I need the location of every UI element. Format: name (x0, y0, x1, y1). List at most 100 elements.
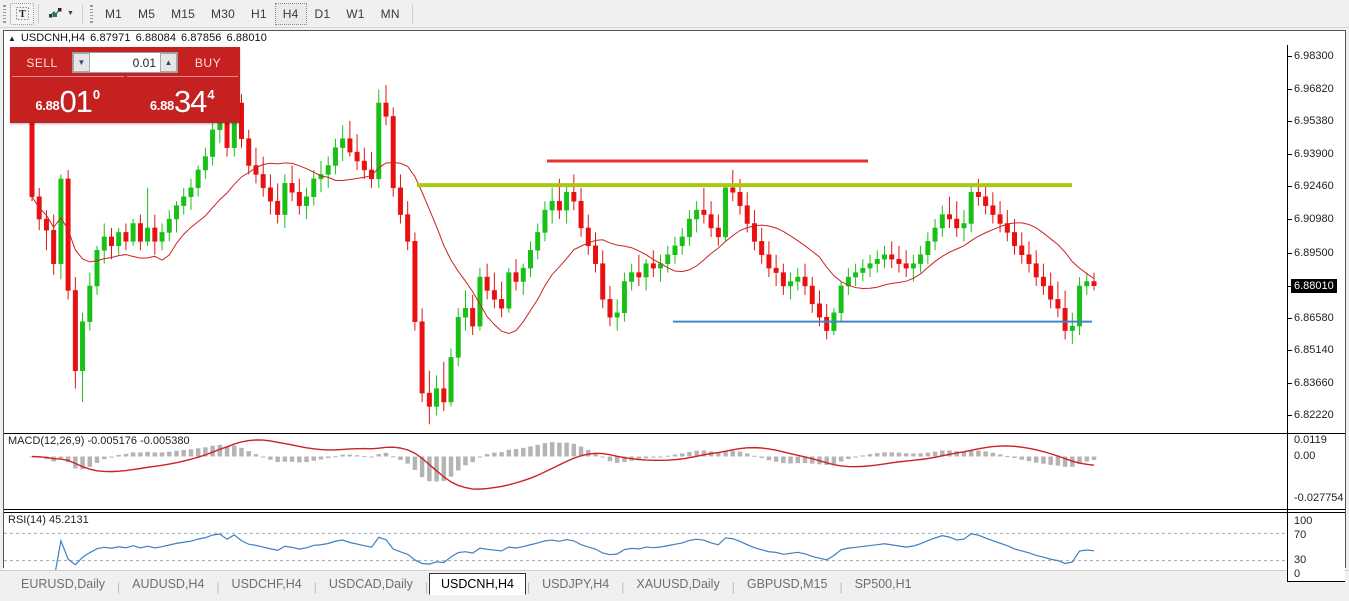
price-axis-label: 6.83660 (1294, 376, 1334, 389)
price-axis-tick (1288, 121, 1292, 123)
candlestick-svg (29, 85, 1097, 425)
toolbar-separator-3 (411, 3, 413, 24)
tab-usdcnh-h4[interactable]: USDCNH,H4 (429, 573, 526, 595)
price-axis-label: 6.82220 (1294, 408, 1334, 421)
chart-open-value: 6.87971 (90, 32, 131, 44)
macd-axis-label: 0.00 (1294, 450, 1316, 462)
tab-usdjpy-h4[interactable]: USDJPY,H4 (542, 577, 610, 591)
main-toolbar: T ▼ M1 M5 M15 M30 H1 H4 D1 W1 MN (0, 0, 1349, 28)
tab-divider: | (839, 580, 843, 594)
chart-header: ▲ USDCNH,H4 6.87971 6.88084 6.87856 6.88… (4, 31, 1345, 45)
price-axis-label: 6.95380 (1294, 115, 1334, 128)
price-axis-label: 6.92460 (1294, 180, 1334, 193)
toolbar-separator-1 (38, 3, 39, 24)
macd-axis-label: -0.027754 (1294, 492, 1344, 504)
chart-high-value: 6.88084 (135, 32, 177, 44)
timeframe-h1[interactable]: H1 (251, 6, 267, 21)
buy-price-prefix: 6.88 (149, 98, 174, 113)
chart-window: ▲ USDCNH,H4 6.87971 6.88084 6.87856 6.88… (3, 30, 1346, 601)
price-axis-tick (1288, 382, 1292, 384)
sell-button[interactable]: 6.88 01 0 (12, 76, 124, 119)
tab-usdcad-daily[interactable]: USDCAD,Daily (328, 577, 413, 591)
rsi-axis-label: 100 (1294, 515, 1313, 527)
caret-down-icon[interactable]: ▼ (73, 53, 90, 72)
tab-divider: | (216, 580, 220, 594)
buy-price-big: 34 (173, 84, 207, 119)
volume-stepper[interactable]: ▼ 0.01 ▲ (72, 52, 178, 73)
tab-divider: | (621, 580, 625, 594)
chart-tab-bar: EURUSD,Daily | AUDUSD,H4 | USDCHF,H4 | USDCAD,… (0, 570, 1349, 601)
oct-controls-row: SELL ▼ 0.01 ▲ BUY (10, 47, 240, 76)
timeframe-m1[interactable]: M1 (104, 6, 123, 21)
timeframe-m30[interactable]: M30 (211, 6, 235, 21)
chart-close-value: 6.88010 (226, 32, 267, 44)
buy-price-sup: 4 (207, 87, 215, 102)
price-axis-tick (1288, 56, 1292, 58)
price-axis-tick (1288, 317, 1292, 319)
price-axis-label: 6.90980 (1294, 213, 1334, 226)
tab-divider: | (424, 580, 428, 594)
rsi-svg (4, 532, 1289, 581)
rsi-axis: 100 70 30 0 (1287, 512, 1345, 582)
price-axis-label: 6.93900 (1294, 148, 1334, 161)
tab-usdchf-h4[interactable]: USDCHF,H4 (231, 577, 302, 591)
caret-up-icon[interactable]: ▲ (160, 53, 177, 72)
price-axis-tick (1288, 154, 1292, 156)
price-axis-label: 6.96820 (1294, 83, 1334, 96)
text-tool-icon[interactable]: T (10, 2, 34, 25)
macd-axis-label: 0.0119 (1294, 434, 1327, 446)
macd-axis: 0.0119 0.00 -0.027754 (1287, 433, 1345, 510)
svg-text:T: T (19, 9, 26, 20)
price-axis-label: 6.98300 (1294, 50, 1334, 63)
price-axis-tick (1288, 349, 1292, 351)
price-axis-tick (1288, 186, 1292, 188)
tab-gbpusd-m15[interactable]: GBPUSD,M15 (746, 577, 828, 591)
price-axis-tick (1288, 414, 1292, 416)
timeframe-grip[interactable] (87, 2, 95, 25)
tab-divider: | (313, 580, 317, 594)
buy-label: BUY (194, 55, 222, 70)
sell-label: SELL (26, 55, 58, 70)
timeframe-w1[interactable]: W1 (346, 6, 365, 21)
price-axis-label: 6.89500 (1294, 246, 1334, 259)
price-axis-tick (1288, 89, 1292, 91)
rsi-label: RSI(14) 45.2131 (8, 514, 89, 526)
timeframe-m15[interactable]: M15 (171, 6, 196, 21)
tab-divider: | (731, 580, 735, 594)
timeframe-mn[interactable]: MN (380, 6, 400, 21)
macd-pane[interactable]: MACD(12,26,9) -0.005176 -0.005380 (4, 433, 1289, 510)
tab-audusd-h4[interactable]: AUDUSD,H4 (132, 577, 205, 591)
tab-eurusd-daily[interactable]: EURUSD,Daily (21, 577, 106, 591)
tab-sp500-h1[interactable]: SP500,H1 (854, 577, 912, 591)
current-price-label: 6.88010 (1291, 278, 1337, 293)
sell-price-big: 01 (59, 84, 92, 119)
rsi-axis-label: 0 (1294, 568, 1301, 580)
objects-icon[interactable]: ▼ (43, 3, 78, 25)
oct-price-row: 6.88 01 0 6.88 34 4 (10, 76, 240, 121)
price-chart-pane[interactable] (4, 45, 1289, 431)
timeframe-d1[interactable]: D1 (314, 6, 331, 21)
price-axis-label: 6.85140 (1294, 343, 1334, 356)
price-axis-tick (1288, 252, 1292, 254)
rsi-axis-label: 70 (1294, 529, 1307, 541)
tab-divider: | (526, 580, 531, 594)
chart-low-value: 6.87856 (181, 32, 222, 44)
chevron-down-icon[interactable]: ▼ (67, 10, 74, 17)
timeframe-group: M1 M5 M15 M30 H1 H4 D1 W1 MN (97, 2, 408, 26)
chart-symbol-label: USDCNH,H4 (20, 32, 86, 44)
volume-input[interactable]: 0.01 (132, 55, 156, 70)
price-axis-tick (1288, 219, 1292, 221)
toolbar-separator-2 (81, 3, 83, 24)
tab-xauusd-daily[interactable]: XAUUSD,Daily (636, 577, 720, 591)
timeframe-h4[interactable]: H4 (274, 2, 307, 25)
tab-divider: | (117, 580, 121, 594)
toolbar-grip[interactable] (1, 2, 8, 25)
macd-svg (29, 439, 1097, 490)
macd-label: MACD(12,26,9) -0.005176 -0.005380 (8, 435, 190, 447)
sell-price-prefix: 6.88 (35, 98, 60, 113)
triangle-up-icon[interactable]: ▲ (8, 33, 16, 43)
price-axis-label: 6.86580 (1294, 311, 1334, 324)
timeframe-m5[interactable]: M5 (138, 6, 156, 21)
buy-button[interactable]: 6.88 34 4 (126, 76, 238, 119)
